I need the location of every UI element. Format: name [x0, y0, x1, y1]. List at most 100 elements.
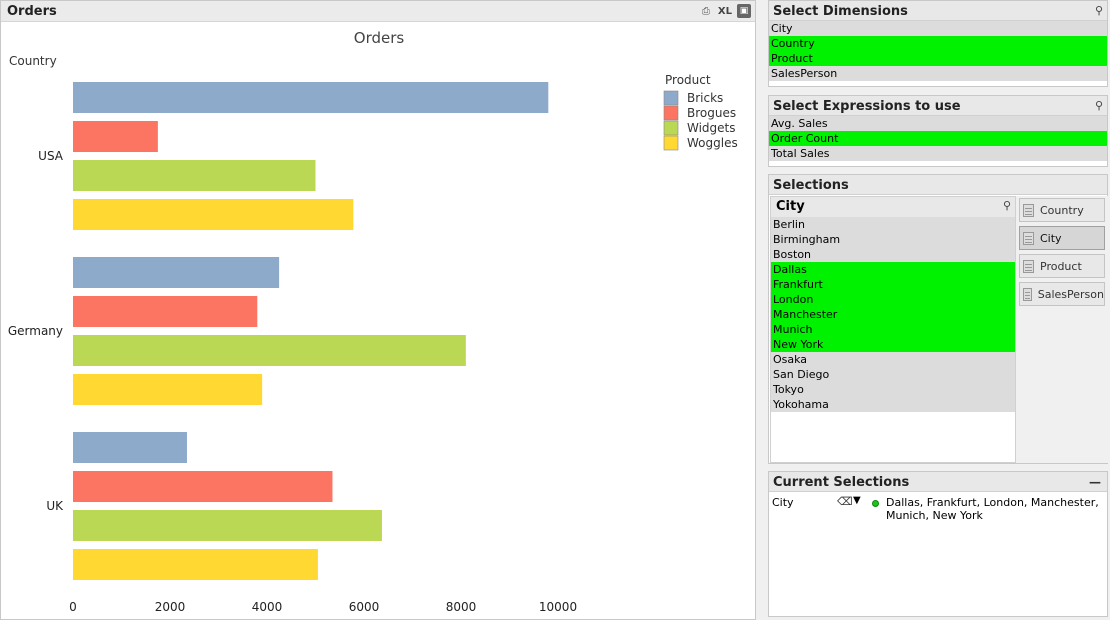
x-tick-2000: 2000: [155, 600, 186, 614]
bar-germany-woggles: [73, 374, 263, 405]
x-tick-4000: 4000: [252, 600, 283, 614]
current-selection-row: City ⌫ ▼ Dallas, Frankfurt, London, Manc…: [769, 492, 1107, 526]
city-item-london[interactable]: London: [771, 292, 1015, 307]
current-selection-values: Dallas, Frankfurt, London, Manchester, M…: [886, 496, 1099, 522]
city-item-yokohama[interactable]: Yokohama: [771, 397, 1015, 412]
bar-uk-bricks: [73, 432, 187, 463]
status-dot-icon: [872, 500, 879, 507]
chevron-down-icon[interactable]: ▼: [853, 495, 861, 506]
legend-label-woggles: Woggles: [687, 136, 738, 150]
select-expressions-caption[interactable]: Select Expressions to use ⚲: [769, 96, 1107, 116]
field-button-city[interactable]: City: [1019, 226, 1105, 250]
bar-germany-brogues: [73, 296, 258, 327]
bar-usa-widgets: [73, 160, 316, 191]
city-item-dallas[interactable]: Dallas: [771, 262, 1015, 277]
field-button-label: SalesPerson: [1037, 287, 1104, 301]
field-button-salesperson[interactable]: SalesPerson: [1019, 282, 1105, 306]
bar-uk-woggles: [73, 549, 318, 580]
select-expressions-title: Select Expressions to use: [773, 99, 961, 114]
dimension-item-product[interactable]: Product: [769, 51, 1107, 66]
eraser-icon[interactable]: ⌫: [837, 495, 853, 508]
city-listbox-caption[interactable]: City ⚲: [771, 197, 1015, 217]
field-button-group: Country City Product SalesPerson: [1016, 196, 1108, 463]
listbox-icon: [1023, 231, 1034, 245]
bar-uk-widgets: [73, 510, 382, 541]
x-tick-10000: 10000: [539, 600, 577, 614]
category-label-uk: UK: [46, 499, 64, 513]
search-icon[interactable]: ⚲: [1094, 99, 1103, 112]
dimensions-list: City Country Product SalesPerson: [769, 21, 1107, 81]
minimize-icon[interactable]: —: [1089, 475, 1101, 489]
dimension-item-country[interactable]: Country: [769, 36, 1107, 51]
bar-uk-brogues: [73, 471, 333, 502]
orders-bar-chart: Orders Country USA Germany UK 0 2000 4000 6000 80…: [8, 29, 738, 614]
city-item-birmingham[interactable]: Birmingham: [771, 232, 1015, 247]
city-item-boston[interactable]: Boston: [771, 247, 1015, 262]
bar-usa-bricks: [73, 82, 549, 113]
field-button-label: City: [1040, 231, 1062, 245]
select-expressions-listbox: Select Expressions to use ⚲ Avg. Sales Or…: [768, 95, 1108, 167]
legend-swatch-woggles: [663, 135, 679, 151]
legend-swatch-widgets: [663, 120, 679, 136]
city-item-berlin[interactable]: Berlin: [771, 217, 1015, 232]
select-dimensions-listbox: Select Dimensions ⚲ City Country Product Sa…: [768, 0, 1108, 87]
current-selections-title: Current Selections: [773, 475, 910, 490]
expression-item-order-count[interactable]: Order Count: [769, 131, 1107, 146]
listbox-icon: [1023, 259, 1034, 273]
x-tick-8000: 8000: [446, 600, 477, 614]
minimize-icon[interactable]: ▣: [737, 4, 751, 18]
bar-usa-brogues: [73, 121, 158, 152]
legend-swatch-bricks: [663, 90, 679, 106]
expression-item-total-sales[interactable]: Total Sales: [769, 146, 1107, 161]
city-item-osaka[interactable]: Osaka: [771, 352, 1015, 367]
xl-export-icon[interactable]: XL: [717, 5, 732, 17]
chart-title: Orders: [354, 29, 405, 47]
legend-title: Product: [665, 73, 711, 87]
selections-title: Selections: [773, 178, 849, 193]
dimension-item-salesperson[interactable]: SalesPerson: [769, 66, 1107, 81]
legend-label-brogues: Brogues: [687, 106, 736, 120]
search-icon[interactable]: ⚲: [1002, 199, 1011, 212]
city-item-munich[interactable]: Munich: [771, 322, 1015, 337]
current-selection-field: City: [772, 496, 794, 509]
legend-label-bricks: Bricks: [687, 91, 723, 105]
category-label-germany: Germany: [8, 324, 63, 338]
bar-germany-bricks: [73, 257, 280, 288]
city-item-tokyo[interactable]: Tokyo: [771, 382, 1015, 397]
search-icon[interactable]: ⚲: [1094, 4, 1103, 17]
legend-swatch-brogues: [663, 105, 679, 121]
city-listbox-title: City: [776, 199, 805, 214]
category-label-usa: USA: [38, 149, 64, 163]
listbox-icon: [1023, 287, 1032, 301]
field-button-label: Product: [1040, 259, 1082, 273]
bar-usa-woggles: [73, 199, 354, 230]
orders-caption-bar[interactable]: Orders ⎙ XL ▣: [1, 1, 755, 22]
selections-caption: Selections: [769, 175, 1107, 195]
dimension-item-city[interactable]: City: [769, 21, 1107, 36]
city-item-frankfurt[interactable]: Frankfurt: [771, 277, 1015, 292]
x-tick-6000: 6000: [349, 600, 380, 614]
bar-germany-widgets: [73, 335, 466, 366]
city-item-manchester[interactable]: Manchester: [771, 307, 1015, 322]
expression-item-avg-sales[interactable]: Avg. Sales: [769, 116, 1107, 131]
listbox-icon: [1023, 203, 1034, 217]
field-button-product[interactable]: Product: [1019, 254, 1105, 278]
print-icon[interactable]: ⎙: [701, 5, 710, 17]
legend-label-widgets: Widgets: [687, 121, 736, 135]
current-selections-caption[interactable]: Current Selections —: [769, 472, 1107, 492]
selections-container: Selections City ⚲ Berlin Birmingham Boston…: [768, 174, 1108, 464]
field-button-country[interactable]: Country: [1019, 198, 1105, 222]
select-dimensions-title: Select Dimensions: [773, 4, 908, 19]
y-axis-label: Country: [9, 54, 57, 68]
city-listbox: City ⚲ Berlin Birmingham Boston Dallas Frank…: [770, 196, 1016, 463]
city-items: Berlin Birmingham Boston Dallas Frankfurt Lon…: [771, 217, 1015, 412]
current-selections-box: Current Selections — City ⌫ ▼ Dallas, Fr…: [768, 471, 1108, 617]
orders-chart-window: Orders ⎙ XL ▣ Orders Country USA Germany UK 0…: [0, 0, 756, 620]
x-tick-0: 0: [69, 600, 77, 614]
field-button-label: Country: [1040, 203, 1084, 217]
city-item-san-diego[interactable]: San Diego: [771, 367, 1015, 382]
select-dimensions-caption[interactable]: Select Dimensions ⚲: [769, 1, 1107, 21]
expressions-list: Avg. Sales Order Count Total Sales: [769, 116, 1107, 161]
city-item-new-york[interactable]: New York: [771, 337, 1015, 352]
orders-window-title: Orders: [7, 4, 57, 19]
